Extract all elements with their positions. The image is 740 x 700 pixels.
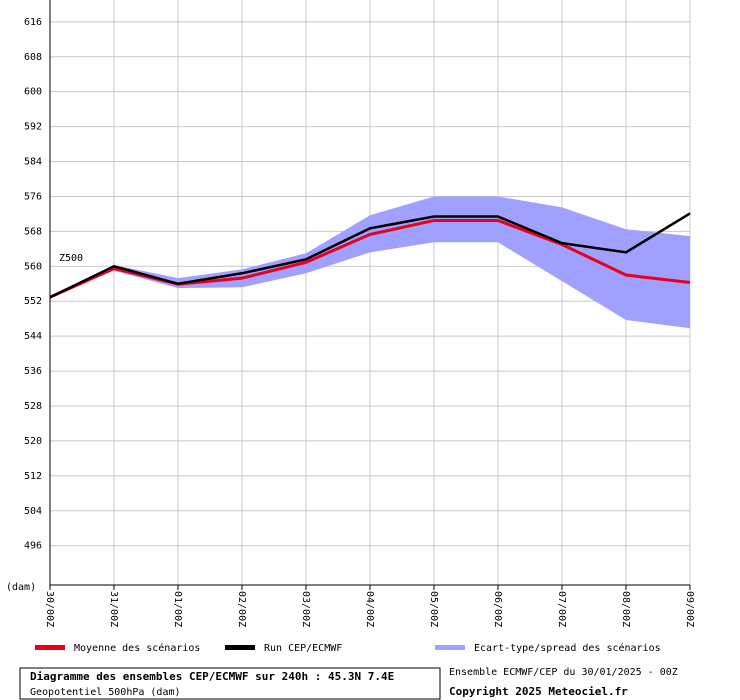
- title-box: [19, 667, 441, 700]
- x-tick-label: 04/00Z: [364, 591, 375, 627]
- y-tick-label: 600: [24, 87, 42, 98]
- annotation: Z500: [59, 253, 83, 264]
- y-tick-label: 496: [24, 541, 42, 552]
- y-tick-label: 504: [24, 506, 42, 517]
- chart-title: Diagramme des ensembles CEP/ECMWF sur 24…: [30, 670, 394, 683]
- copyright: Copyright 2025 Meteociel.fr: [449, 685, 628, 698]
- legend-swatch: [225, 645, 255, 650]
- legend-label: Run CEP/ECMWF: [264, 643, 342, 654]
- y-tick-label: 616: [24, 17, 42, 28]
- x-tick-label: 06/00Z: [492, 591, 503, 627]
- legend-swatch: [35, 645, 65, 650]
- x-tick-label: 05/00Z: [428, 591, 439, 627]
- series-line: [49, 212, 691, 299]
- x-tick-label: 07/00Z: [556, 591, 567, 627]
- y-tick-label: 528: [24, 401, 42, 412]
- x-tick-label: 31/00Z: [108, 591, 119, 627]
- y-tick-label: 608: [24, 52, 42, 63]
- legend-swatch: [435, 645, 465, 650]
- run-info: Ensemble ECMWF/CEP du 30/01/2025 - 00Z: [449, 667, 678, 678]
- y-tick-label: 576: [24, 191, 42, 202]
- x-tick-label: 09/00Z: [684, 591, 695, 627]
- legend-label: Moyenne des scénarios: [74, 642, 200, 654]
- x-tick-label: 08/00Z: [620, 591, 631, 627]
- y-tick-label: 544: [24, 331, 42, 342]
- y-tick-label: 520: [24, 436, 42, 447]
- y-tick-label: 584: [24, 157, 42, 168]
- y-tick-label: 512: [24, 471, 42, 482]
- chart-subtitle: Geopotentiel 500hPa (dam): [30, 687, 181, 698]
- y-tick-label: 568: [24, 226, 42, 237]
- x-tick-label: 03/00Z: [300, 591, 311, 627]
- x-tick-label: 02/00Z: [236, 591, 247, 627]
- y-tick-label: 536: [24, 366, 42, 377]
- x-tick-label: 30/00Z: [44, 591, 55, 627]
- y-tick-label: 592: [24, 122, 42, 133]
- legend-label: Ecart-type/spread des scénarios: [474, 642, 661, 654]
- y-tick-label: 552: [24, 296, 42, 307]
- y-tick-label: 560: [24, 261, 42, 272]
- y-axis-label: (dam): [6, 582, 36, 593]
- x-tick-label: 01/00Z: [172, 591, 183, 627]
